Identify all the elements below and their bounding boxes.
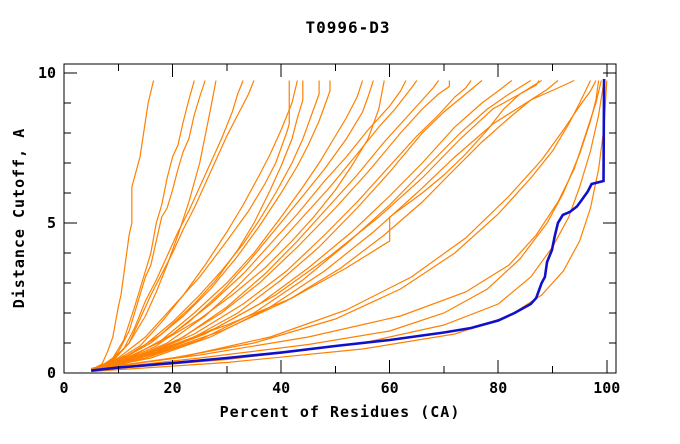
model-curve (93, 80, 206, 371)
model-curve (90, 80, 374, 371)
tick-labels: 0 20 40 60 80 100 0 5 10 (38, 64, 620, 397)
axes-frame (63, 63, 617, 374)
model-curve (90, 80, 298, 371)
model-curve (96, 80, 513, 370)
model-curve (96, 80, 407, 368)
model-curve (96, 80, 304, 368)
plot-frame (63, 63, 617, 374)
x-tick-label: 100 (593, 379, 620, 397)
model-curve (96, 80, 385, 368)
model-curve (96, 80, 472, 368)
x-tick-label: 80 (489, 379, 507, 397)
model-curve (91, 79, 532, 371)
model-curve (96, 80, 597, 370)
model-curve (91, 80, 559, 370)
y-tick-label: 0 (47, 364, 56, 382)
model-curve (90, 80, 195, 371)
model-curve (90, 80, 331, 371)
model-curve (96, 79, 542, 368)
model-curve (96, 80, 290, 368)
model-curve (91, 80, 592, 371)
curves-layer (90, 78, 608, 373)
model-curve (96, 80, 255, 370)
model-curve (90, 80, 418, 371)
model-curve (91, 80, 602, 370)
x-axis-label: Percent of Residues (CA) (220, 403, 461, 421)
x-tick-label: 20 (164, 379, 182, 397)
model-curve (90, 80, 450, 371)
model-curve (91, 79, 575, 371)
model-curve (91, 80, 605, 372)
y-tick-label: 10 (38, 64, 56, 82)
model-curve (91, 80, 608, 373)
highlight-curve (90, 78, 606, 372)
model-curve (96, 80, 439, 370)
y-tick-label: 5 (47, 214, 56, 232)
model-curve (90, 80, 244, 371)
x-tick-label: 60 (381, 379, 399, 397)
x-tick-label: 40 (272, 379, 290, 397)
chart-title: T0996-D3 (305, 18, 390, 37)
y-axis-label: Distance Cutoff, A (10, 128, 28, 309)
model-curve (90, 80, 320, 371)
model-curve (90, 80, 155, 371)
x-tick-label: 0 (59, 379, 68, 397)
